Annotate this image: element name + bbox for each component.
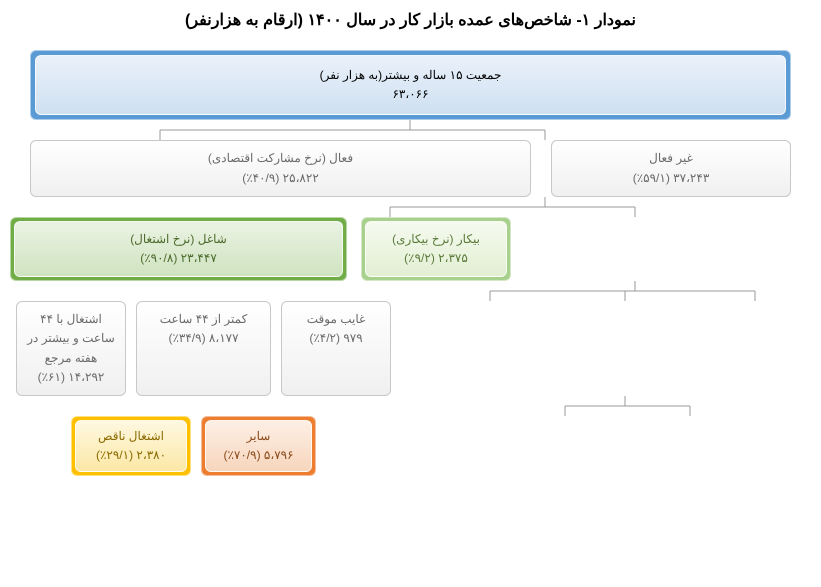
node-employed: شاغل (نرخ اشتغال) ۲۳،۴۴۷ (٪۹۰/۸) (10, 217, 347, 281)
connector (10, 197, 811, 217)
node-root: جمعیت ۱۵ ساله و بیشتر(به هزار نفر) ۶۳،۰۶… (30, 50, 791, 120)
chart-title: نمودار ۱- شاخص‌های عمده بازار کار در سال… (10, 10, 811, 30)
employed-value: ۲۳،۴۴۷ (٪۹۰/۸) (23, 249, 334, 268)
connector (10, 396, 811, 416)
row-level2: بیکار (نرخ بیکاری) ۲،۳۷۵ (٪۹/۲) شاغل (نر… (10, 217, 511, 281)
org-tree: جمعیت ۱۵ ساله و بیشتر(به هزار نفر) ۶۳،۰۶… (10, 50, 811, 476)
row-level1: غیر فعال ۳۷،۲۴۳ (٪۵۹/۱) فعال (نرخ مشارکت… (30, 140, 791, 196)
ge44-value: ۱۴،۲۹۲ (٪۶۱) (27, 368, 115, 387)
inactive-label: غیر فعال (562, 149, 780, 168)
root-value: ۶۳،۰۶۶ (46, 85, 775, 104)
connector (10, 281, 811, 301)
lt44-value: ۸،۱۷۷ (٪۳۴/۹) (147, 329, 260, 348)
node-ge44: اشتغال با ۴۴ ساعت و بیشتر در هفته مرجع ۱… (16, 301, 126, 396)
other-label: سایر (212, 427, 305, 446)
node-under: اشتغال ناقص ۲،۳۸۰ (٪۲۹/۱) (71, 416, 191, 476)
node-absent: غایب موقت ۹۷۹ (٪۴/۲) (281, 301, 391, 396)
under-value: ۲،۳۸۰ (٪۲۹/۱) (82, 446, 180, 465)
absent-value: ۹۷۹ (٪۴/۲) (292, 329, 380, 348)
unemployed-value: ۲،۳۷۵ (٪۹/۲) (374, 249, 498, 268)
under-label: اشتغال ناقص (82, 427, 180, 446)
employed-label: شاغل (نرخ اشتغال) (23, 230, 334, 249)
active-label: فعال (نرخ مشارکت اقتصادی) (41, 149, 520, 168)
node-unemployed: بیکار (نرخ بیکاری) ۲،۳۷۵ (٪۹/۲) (361, 217, 511, 281)
unemployed-label: بیکار (نرخ بیکاری) (374, 230, 498, 249)
other-value: ۵،۷۹۶ (٪۷۰/۹) (212, 446, 305, 465)
row-level4: سایر ۵،۷۹۶ (٪۷۰/۹) اشتغال ناقص ۲،۳۸۰ (٪۲… (10, 416, 316, 476)
row-level3: غایب موقت ۹۷۹ (٪۴/۲) کمتر از ۴۴ ساعت ۸،۱… (10, 301, 391, 396)
node-inactive: غیر فعال ۳۷،۲۴۳ (٪۵۹/۱) (551, 140, 791, 196)
node-other: سایر ۵،۷۹۶ (٪۷۰/۹) (201, 416, 316, 476)
node-active: فعال (نرخ مشارکت اقتصادی) ۲۵،۸۲۲ (٪۴۰/۹) (30, 140, 531, 196)
node-lt44: کمتر از ۴۴ ساعت ۸،۱۷۷ (٪۳۴/۹) (136, 301, 271, 396)
absent-label: غایب موقت (292, 310, 380, 329)
inactive-value: ۳۷،۲۴۳ (٪۵۹/۱) (562, 169, 780, 188)
connector (10, 120, 811, 140)
active-value: ۲۵،۸۲۲ (٪۴۰/۹) (41, 169, 520, 188)
ge44-label: اشتغال با ۴۴ ساعت و بیشتر در هفته مرجع (27, 310, 115, 368)
root-label: جمعیت ۱۵ ساله و بیشتر(به هزار نفر) (46, 66, 775, 85)
lt44-label: کمتر از ۴۴ ساعت (147, 310, 260, 329)
